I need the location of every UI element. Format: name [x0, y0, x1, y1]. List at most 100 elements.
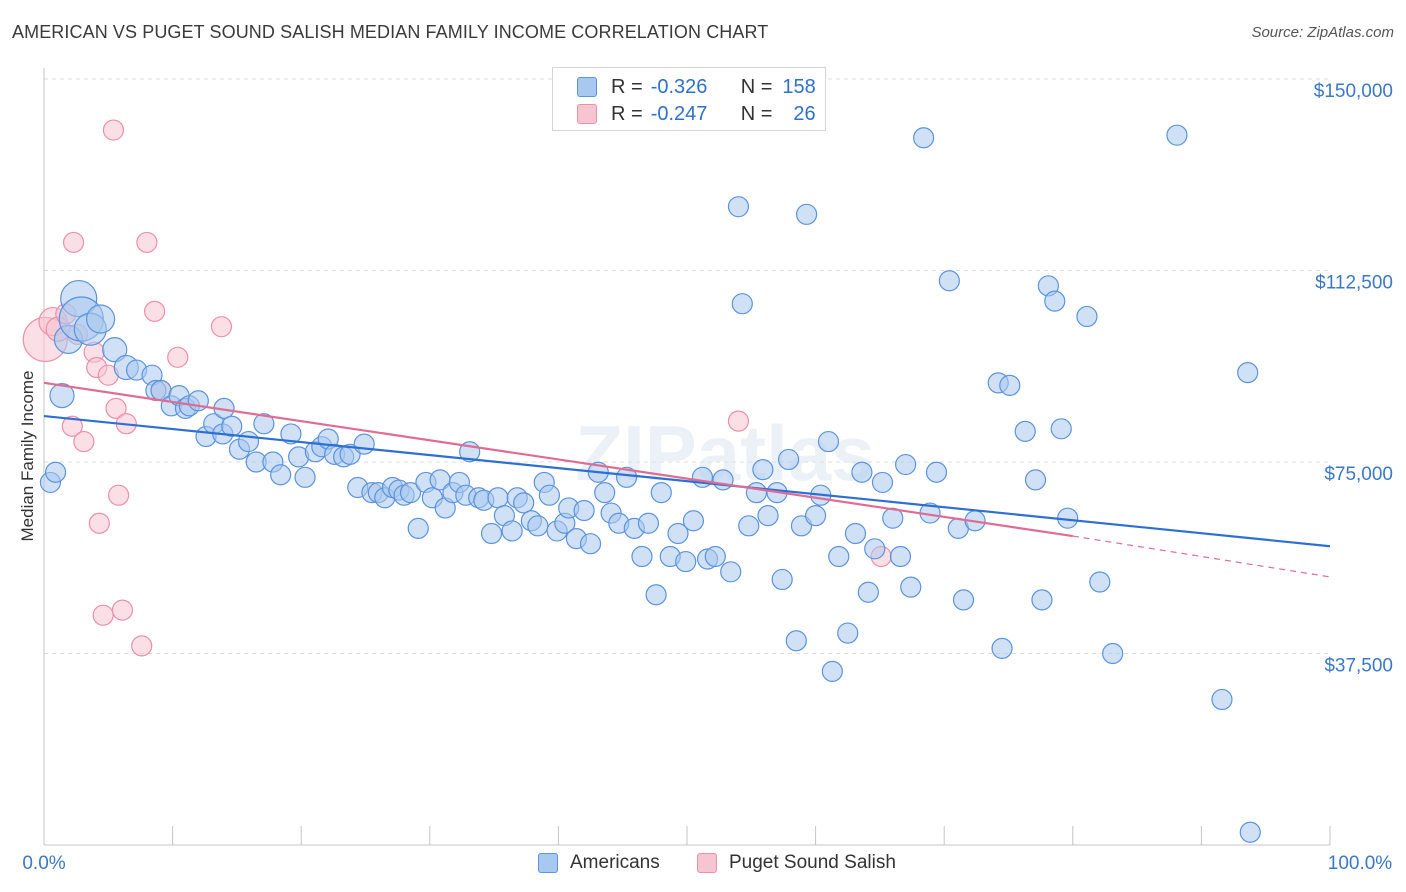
american-point — [270, 464, 292, 486]
american-point — [795, 203, 818, 225]
american-point — [615, 466, 638, 488]
american-point — [650, 482, 672, 504]
american-point — [828, 545, 850, 568]
american-point — [631, 545, 653, 568]
american-point — [1076, 305, 1098, 328]
salish-point — [136, 231, 158, 254]
american-point — [399, 482, 422, 504]
american-point — [513, 492, 535, 514]
x-tick-label-max: 100.0% — [1328, 853, 1393, 874]
salish-point — [143, 300, 166, 322]
american-point — [745, 482, 768, 504]
american-point — [857, 581, 879, 603]
americans-swatch — [577, 77, 597, 97]
american-point — [864, 538, 886, 560]
american-point — [752, 459, 774, 481]
y-axis-title: Median Family Income — [18, 370, 37, 541]
x-tick-label-min: 0.0% — [22, 853, 65, 874]
american-point — [871, 471, 894, 494]
salish-point — [727, 410, 750, 432]
legend-n-label: N = — [740, 102, 773, 125]
american-point — [817, 430, 840, 453]
american-point — [667, 522, 689, 545]
legend-r-label: R = — [611, 75, 643, 98]
legend-r-value: -0.247 — [650, 102, 708, 125]
chart-source: Source: ZipAtlas.com — [1251, 24, 1394, 41]
american-point — [720, 561, 742, 583]
american-point — [487, 487, 509, 509]
bottom-legend-salish: Puget Sound Salish — [697, 852, 896, 874]
american-point — [889, 545, 912, 568]
american-point — [237, 430, 260, 453]
american-point — [837, 622, 859, 644]
trend-lines — [43, 381, 1331, 578]
american-point — [49, 383, 75, 409]
stats-legend: R = -0.326 N = 158 R = -0.247 N = 26 — [552, 67, 826, 131]
salish-point — [102, 119, 125, 141]
american-point — [785, 630, 807, 652]
american-point — [738, 515, 760, 537]
american-point — [999, 374, 1021, 396]
salish-point — [62, 231, 85, 254]
salish-swatch — [577, 104, 597, 124]
chart-title: AMERICAN VS PUGET SOUND SALISH MEDIAN FA… — [12, 22, 769, 42]
legend-n-label: N = — [740, 75, 773, 98]
american-point — [221, 415, 243, 437]
american-point — [407, 517, 429, 539]
american-point — [1024, 469, 1047, 491]
american-point — [353, 433, 375, 455]
bottom-legend-americans: Americans — [538, 852, 660, 874]
y-tick-label: $150,000 — [1314, 81, 1393, 102]
american-point — [704, 545, 726, 568]
american-point — [102, 337, 128, 363]
salish-point — [131, 635, 153, 657]
salish-point — [92, 604, 114, 626]
american-point — [1102, 642, 1124, 665]
americans-trend-line — [43, 414, 1331, 548]
american-point — [294, 466, 316, 488]
american-point — [1014, 420, 1036, 442]
american-point — [821, 660, 843, 682]
american-point — [538, 484, 560, 506]
american-point — [44, 461, 67, 483]
american-point — [804, 505, 827, 527]
salish-point — [210, 316, 233, 338]
american-point — [579, 533, 602, 555]
american-point — [1237, 362, 1259, 384]
americans-legend-swatch — [538, 853, 558, 873]
legend-r-label: R = — [611, 102, 643, 125]
american-point — [682, 510, 705, 532]
american-point — [952, 589, 975, 611]
american-point — [1031, 589, 1053, 611]
american-point — [895, 453, 917, 476]
american-point — [851, 461, 873, 483]
salish-point — [88, 512, 110, 534]
american-point — [1211, 688, 1233, 711]
salish-point — [167, 346, 189, 368]
american-point — [844, 522, 867, 545]
legend-r-value: -0.326 — [650, 75, 708, 98]
american-point — [900, 576, 922, 598]
american-point — [253, 413, 275, 435]
american-point — [757, 505, 779, 527]
american-point — [712, 469, 734, 491]
legend-n-value: 158 — [782, 75, 816, 98]
salish-point — [73, 430, 95, 453]
salish-point — [61, 415, 83, 437]
american-point — [1166, 124, 1188, 146]
salish-legend-swatch — [697, 853, 717, 873]
salish-legend-label: Puget Sound Salish — [729, 852, 896, 873]
american-point — [1089, 571, 1111, 593]
american-point — [771, 568, 793, 591]
american-point — [731, 293, 753, 315]
legend-n-value: 26 — [793, 102, 816, 125]
american-point — [938, 270, 960, 292]
american-point — [501, 520, 523, 542]
american-point — [1044, 290, 1066, 312]
salish-trend-line — [43, 381, 1073, 538]
x-ticks — [43, 826, 1331, 845]
legend-row-americans: R = -0.326 N = 158 — [577, 74, 816, 100]
american-point — [913, 127, 935, 149]
salish-point — [111, 599, 134, 621]
american-point — [925, 461, 948, 483]
